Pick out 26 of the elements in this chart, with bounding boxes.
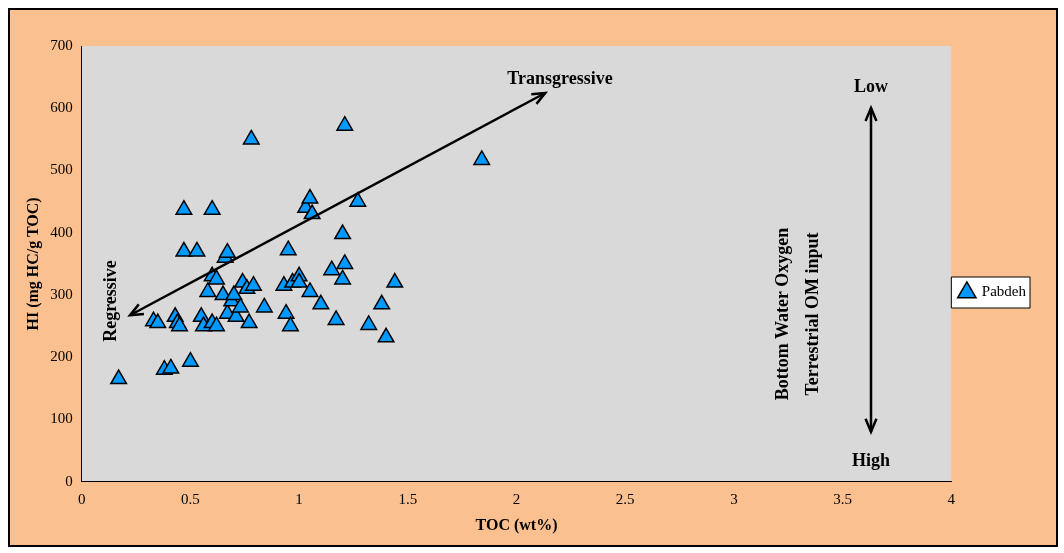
- y-tick-label: 100: [50, 410, 73, 427]
- annotation: Transgressive: [507, 67, 613, 89]
- x-tick-label: 1.5: [398, 490, 418, 507]
- y-tick-label: 400: [50, 223, 73, 240]
- y-tick-label: 500: [50, 161, 73, 178]
- x-tick-label: 3: [730, 490, 738, 507]
- x-tick-label: 2.5: [615, 490, 635, 507]
- annotation: Bottom Water Oxygen: [771, 227, 793, 400]
- x-tick-label: 2: [512, 490, 521, 507]
- legend-label: Pabdeh: [981, 283, 1027, 300]
- y-tick-label: 0: [65, 472, 73, 489]
- annotation: Low: [853, 75, 888, 97]
- annotation: Regressive: [99, 260, 121, 343]
- y-axis-title: HI (mg HC/g TOC): [23, 197, 42, 331]
- annotation: Terrestrial OM input: [801, 232, 823, 396]
- y-tick-label: 700: [50, 36, 73, 53]
- y-tick-label: 200: [50, 348, 73, 365]
- annotation: High: [851, 449, 890, 471]
- y-tick-label: 600: [50, 99, 73, 116]
- x-axis-title: TOC (wt%): [475, 515, 558, 534]
- x-tick-label: 0: [77, 490, 86, 507]
- x-tick-label: 3.5: [833, 490, 853, 507]
- y-tick-label: 300: [50, 285, 73, 302]
- x-tick-label: 4: [947, 490, 956, 507]
- x-tick-label: 0.5: [181, 490, 200, 507]
- x-tick-label: 1: [295, 490, 303, 507]
